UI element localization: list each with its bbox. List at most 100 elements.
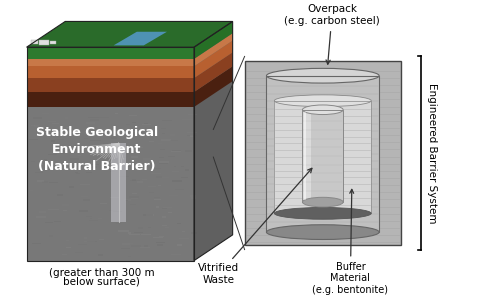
Bar [156,176,162,178]
Bar [177,244,182,246]
Polygon shape [26,47,194,261]
Ellipse shape [302,197,343,207]
Bar [128,256,132,257]
Bar [161,139,171,141]
Ellipse shape [275,95,371,107]
Bar [130,204,136,205]
Bar [69,186,74,188]
Bar [36,216,47,218]
Bar [31,161,35,162]
Bar [143,214,153,215]
Bar [149,141,154,142]
Bar [131,198,138,199]
Bar [76,173,80,174]
Polygon shape [26,66,194,78]
Text: Engineered Barrier System: Engineered Barrier System [427,83,437,223]
Bar [31,125,35,126]
Bar [87,148,90,149]
Bar [29,139,38,140]
Bar [42,170,47,171]
Bar [48,121,56,122]
Bar [54,221,61,222]
Bar [118,157,126,158]
Bar [52,123,60,124]
Bar [177,223,181,224]
Bar [180,177,188,178]
Bar [302,110,311,202]
Polygon shape [26,78,194,92]
Bar [86,216,92,217]
Bar [266,76,379,232]
Ellipse shape [266,68,379,83]
Bar [191,197,196,199]
Bar [90,218,97,219]
Bar [89,220,98,221]
Bar [60,153,65,154]
Bar [131,245,141,247]
Bar [172,180,182,182]
Bar [62,254,67,255]
Bar [143,159,151,160]
Bar [151,173,161,174]
Bar [182,231,185,232]
Bar [129,196,139,198]
Bar [66,240,70,241]
Bar [98,117,109,118]
Bar [142,179,147,180]
Bar [36,130,47,132]
Bar [172,150,180,151]
Bar [275,101,371,213]
Bar [154,197,160,198]
Bar [103,144,108,145]
Polygon shape [26,47,194,59]
Bar [42,181,48,183]
Bar [145,128,152,129]
Ellipse shape [302,105,343,114]
Bar [190,135,193,137]
Bar [185,150,192,152]
Bar [132,131,142,132]
Bar [275,101,371,213]
Bar [118,230,129,232]
Bar [161,119,172,121]
Bar [74,231,81,232]
Bar [65,117,68,119]
Bar [159,235,164,237]
Bar [176,166,181,167]
Bar [128,232,131,234]
Bar [159,156,164,158]
Bar [38,131,46,133]
Bar [132,179,136,181]
Bar [47,160,54,161]
Bar [179,238,189,239]
Bar [87,240,97,242]
Bar [140,246,150,248]
Bar [84,238,87,239]
Text: Stable Geological: Stable Geological [36,126,158,139]
Bar [182,119,193,120]
Bar [66,247,71,248]
Bar [51,142,56,143]
Bar [171,151,181,152]
Bar [78,243,87,245]
Bar [66,127,72,128]
Ellipse shape [275,207,371,219]
Polygon shape [194,52,233,92]
Bar [138,227,143,229]
Text: Environment: Environment [52,143,142,156]
Bar [159,163,168,164]
Bar [154,199,161,200]
Bar [154,237,163,238]
Bar [39,40,48,45]
Bar [39,211,47,213]
Bar [98,150,108,152]
Bar [169,134,175,136]
Bar [90,166,96,168]
Bar [144,245,147,247]
Bar [90,140,101,141]
Bar [82,149,90,150]
Bar [33,117,42,119]
Bar [113,144,119,145]
Bar [82,196,88,197]
Bar [48,154,57,155]
